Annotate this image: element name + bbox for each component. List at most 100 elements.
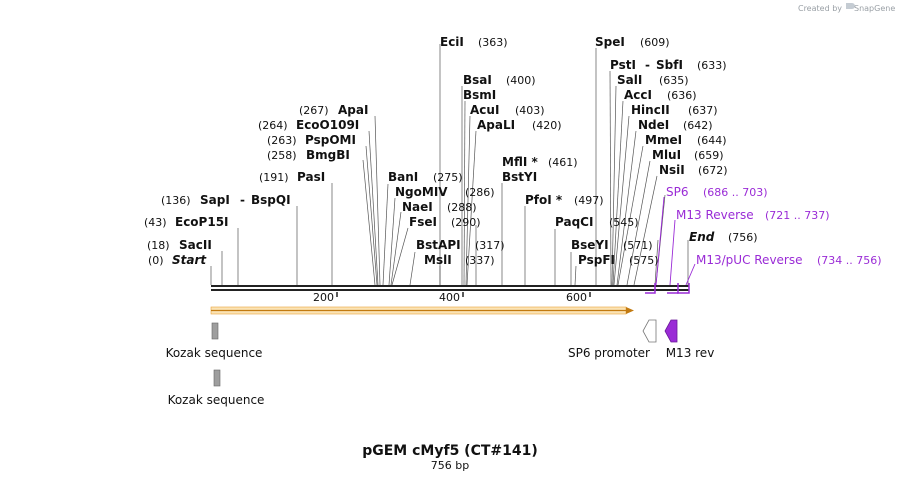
enzyme-pos: (286) [465,186,495,199]
enzyme-pos: (403) [515,104,545,117]
enzyme-name: SapI [200,193,230,207]
enzyme-naei[interactable]: NaeI (288) [402,200,477,214]
primers: SP6 (686 .. 703) M13 Reverse (721 .. 737… [666,185,882,267]
sp6-promoter-label: SP6 promoter [568,346,650,360]
enzyme-fsei[interactable]: FseI (290) [409,215,481,229]
primer-name: M13/pUC Reverse [696,253,803,267]
enzyme-ecoo109i[interactable]: (264) EcoO109I [258,118,359,132]
enzyme-name: PspOMI [305,133,356,147]
enzyme-acci[interactable]: AccI (636) [624,88,697,102]
m13-rev-feature[interactable] [664,319,678,343]
enzyme-name: MmeI [645,133,682,147]
enzyme-paqci[interactable]: PaqCI (545) [555,215,639,229]
primer-range: (734 .. 756) [817,254,882,267]
enzyme-hincii[interactable]: HincII (637) [631,103,718,117]
enzyme-mfli[interactable]: MflI * (461) [502,155,578,169]
enzyme-ngomiv[interactable]: NgoMIV (286) [395,185,495,199]
enzyme-pos: (545) [609,216,639,229]
enzyme-name: BseYI [571,238,609,252]
kozak-feature-1[interactable] [211,322,219,340]
end-label: End [689,230,715,244]
enzyme-pos: (337) [465,254,495,267]
enzyme-bstyi[interactable]: BstYI [502,170,537,184]
enzyme-pos: (642) [683,119,713,132]
enzyme-sacii[interactable]: (18) SacII [147,238,212,252]
enzyme-name: EciI [440,35,464,49]
enzyme-name: BanI [388,170,418,184]
m13-rev-label: M13 rev [666,346,715,360]
enzyme-name: BsaI [463,73,492,87]
enzyme-acui[interactable]: AcuI (403) [470,103,545,117]
snapgene-logo-icon [846,3,855,9]
enzyme-pos: (263) [267,134,297,147]
enzyme-bstapi[interactable]: BstAPI (317) [416,238,505,252]
enzyme-sep: - [240,193,245,207]
sp6-promoter-feature[interactable] [642,319,657,343]
enzyme-name: MslI [424,253,452,267]
enzyme-pos: (633) [697,59,727,72]
enzyme-pos: (644) [697,134,727,147]
primer-m13-puc-reverse[interactable]: M13/pUC Reverse (734 .. 756) [696,253,882,267]
enzyme-pasi[interactable]: (191) PasI [259,170,325,184]
kozak-label-1: Kozak sequence [166,346,263,360]
primer-range: (721 .. 737) [765,209,830,222]
enzyme-sep: - [645,58,650,72]
enzyme-pos: (672) [698,164,728,177]
enzyme-pspfi[interactable]: PspFI (575) [578,253,659,267]
enzyme-psti[interactable]: PstI - SbfI (633) [610,58,727,72]
enzyme-pos: (290) [451,216,481,229]
primer-m13-reverse[interactable]: M13 Reverse (721 .. 737) [676,208,830,222]
enzyme-bmgbi[interactable]: (258) BmgBI [267,148,350,162]
ruler [336,292,591,297]
enzyme-name: ApaI [338,103,368,117]
enzyme-bsmi[interactable]: BsmI [463,88,496,102]
tick-label-200: 200 [313,291,334,304]
primer-leaders [655,196,696,286]
leader-lines [210,44,689,286]
enzyme-mlui[interactable]: MluI (659) [652,148,724,162]
primer-sp6[interactable]: SP6 (686 .. 703) [666,185,768,199]
orf-arrow[interactable] [210,306,634,315]
enzyme-pos: (571) [623,239,653,252]
enzyme-bani[interactable]: BanI (275) [388,170,463,184]
tick-label-600: 600 [566,291,587,304]
enzyme-pos: (575) [629,254,659,267]
enzyme-pos: (659) [694,149,724,162]
enzyme-apai[interactable]: (267) ApaI [299,103,368,117]
enzyme-name: PfoI * [525,193,563,207]
enzyme-name: NaeI [402,200,433,214]
enzyme-bsai[interactable]: BsaI (400) [463,73,536,87]
enzyme-pos: (400) [506,74,536,87]
enzyme-pspomi[interactable]: (263) PspOMI [267,133,356,147]
enzyme-pos: (264) [258,119,288,132]
enzyme-pos: (461) [548,156,578,169]
enzyme-name: PaqCI [555,215,593,229]
start-pos: (0) [148,254,164,267]
enzyme-spei[interactable]: SpeI (609) [595,35,670,49]
enzyme-msli[interactable]: MslI (337) [424,253,495,267]
enzyme-pos: (191) [259,171,289,184]
enzyme-pos: (636) [667,89,697,102]
enzyme-ndei[interactable]: NdeI (642) [638,118,713,132]
enzymes-left: (18) SacII (43) EcoP15I (136) SapI - Bsp… [144,103,368,252]
enzyme-name: BmgBI [306,148,350,162]
enzyme-ecop15i[interactable]: (43) EcoP15I [144,215,229,229]
enzyme-name: PstI [610,58,636,72]
enzyme-mmei[interactable]: MmeI (644) [645,133,727,147]
kozak-feature-2[interactable] [213,369,221,387]
enzyme-ecii[interactable]: EciI (363) [440,35,508,49]
enzyme-pfoi[interactable]: PfoI * (497) [525,193,604,207]
enzyme-nsii[interactable]: NsiI (672) [659,163,728,177]
enzyme-name: EcoP15I [175,215,229,229]
enzyme-name: SacII [179,238,212,252]
primer-name: M13 Reverse [676,208,754,222]
enzyme-bseyi[interactable]: BseYI (571) [571,238,653,252]
enzyme-apali[interactable]: ApaLI (420) [477,118,562,132]
enzyme-name: EcoO109I [296,118,359,132]
enzyme-sapi[interactable]: (136) SapI - BspQI [161,193,291,207]
enzyme-name: MluI [652,148,681,162]
enzyme-sali[interactable]: SalI (635) [617,73,689,87]
enzyme-name: PspFI [578,253,615,267]
